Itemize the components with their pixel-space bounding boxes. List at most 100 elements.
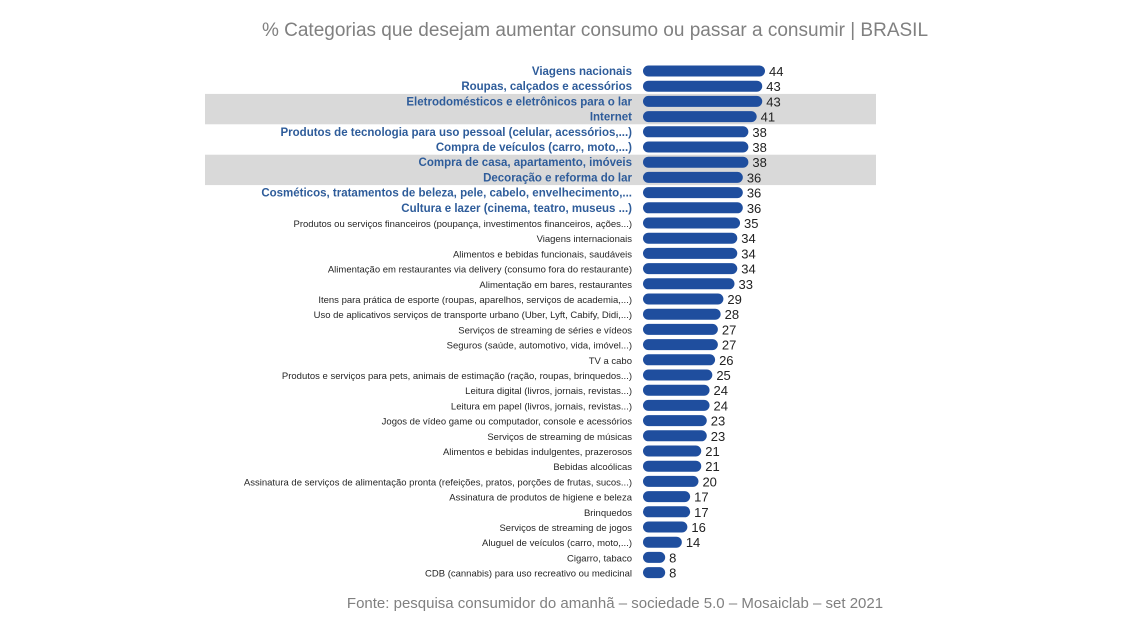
value-label: 34 [741, 231, 755, 246]
source-note: Fonte: pesquisa consumidor do amanhã – s… [346, 595, 884, 612]
category-label: Alimentos e bebidas funcionais, saudávei… [453, 249, 632, 260]
value-label: 28 [725, 307, 739, 322]
bar [643, 567, 666, 579]
bar [643, 156, 749, 168]
category-label: Compra de veículos (carro, moto,...) [436, 142, 632, 154]
category-label: Cigarro, tabaco [567, 553, 632, 564]
category-label: Leitura digital (livros, jornais, revist… [465, 386, 632, 397]
value-label: 36 [747, 170, 761, 185]
bar [643, 475, 699, 487]
bar [643, 399, 710, 411]
value-label: 44 [769, 64, 783, 79]
bar [643, 247, 738, 259]
category-label: Assinatura de serviços de alimentação pr… [244, 477, 632, 488]
bar [643, 384, 710, 396]
value-label: 17 [694, 505, 708, 520]
value-label: 36 [747, 186, 761, 201]
bar [643, 354, 716, 366]
category-label: Produtos e serviços para pets, animais d… [282, 371, 632, 382]
category-label: Alimentação em bares, restaurantes [479, 280, 632, 291]
category-label: Jogos de vídeo game ou computador, conso… [382, 417, 633, 428]
value-label: 14 [686, 535, 700, 550]
bar [643, 141, 749, 153]
bar [643, 263, 738, 275]
bar [643, 460, 702, 472]
highlight-band [205, 154, 876, 186]
bar [643, 95, 763, 107]
category-label: Bebidas alcoólicas [553, 462, 632, 473]
category-label: Seguros (saúde, automotivo, vida, imóvel… [447, 341, 632, 352]
category-label: Cultura e lazer (cinema, teatro, museus … [401, 203, 632, 215]
category-label: Serviços de streaming de músicas [487, 432, 632, 443]
category-label: Eletrodomésticos e eletrônicos para o la… [406, 96, 632, 108]
value-label: 8 [669, 566, 676, 581]
bar [643, 232, 738, 244]
bar [643, 445, 702, 457]
bar [643, 339, 718, 351]
category-label: Assinatura de produtos de higiene e bele… [449, 493, 632, 504]
bar [643, 430, 707, 442]
category-label: Leitura em papel (livros, jornais, revis… [451, 401, 632, 412]
bar [643, 65, 765, 77]
category-label: Alimentação em restaurantes via delivery… [328, 265, 632, 276]
value-label: 24 [714, 398, 728, 413]
value-label: 36 [747, 201, 761, 216]
bar [643, 308, 721, 320]
value-label: 34 [741, 262, 755, 277]
category-label: Cosméticos, tratamentos de beleza, pele,… [261, 188, 632, 200]
value-label: 33 [739, 277, 753, 292]
value-label: 35 [744, 216, 758, 231]
value-label: 21 [705, 444, 719, 459]
bar [643, 323, 718, 335]
category-label: Viagens nacionais [532, 66, 632, 78]
bar [643, 551, 666, 563]
bar [643, 369, 713, 381]
value-label: 23 [711, 414, 725, 429]
category-label: Internet [590, 112, 632, 124]
value-label: 34 [741, 246, 755, 261]
value-label: 24 [714, 383, 728, 398]
bar [643, 491, 691, 503]
value-label: 20 [702, 474, 716, 489]
bar [643, 293, 724, 305]
category-label: Serviços de streaming de jogos [499, 523, 632, 534]
category-label: Serviços de streaming de séries e vídeos [458, 325, 632, 336]
category-label: CDB (cannabis) para uso recreativo ou me… [425, 569, 632, 580]
bar [643, 187, 743, 199]
category-label: Produtos ou serviços financeiros (poupan… [294, 219, 632, 230]
value-label: 38 [752, 140, 766, 155]
category-label: Aluguel de veículos (carro, moto,...) [482, 538, 632, 549]
category-label: Itens para prática de esporte (roupas, a… [318, 295, 632, 306]
bar [643, 536, 682, 548]
value-label: 26 [719, 353, 733, 368]
value-label: 27 [722, 322, 736, 337]
value-label: 8 [669, 550, 676, 565]
category-label: Roupas, calçados e acessórios [461, 81, 632, 93]
category-label: Alimentos e bebidas indulgentes, prazero… [443, 447, 632, 458]
value-label: 38 [752, 155, 766, 170]
bar [643, 506, 691, 518]
value-label: 23 [711, 429, 725, 444]
bar [643, 217, 741, 229]
highlight-band [205, 93, 876, 125]
category-label: Viagens internacionais [537, 234, 633, 245]
value-label: 27 [722, 338, 736, 353]
value-label: 29 [727, 292, 741, 307]
bar [643, 111, 757, 123]
value-label: 43 [766, 94, 780, 109]
category-label: Produtos de tecnologia para uso pessoal … [281, 127, 633, 139]
category-label: Decoração e reforma do lar [483, 172, 632, 184]
bar [643, 415, 707, 427]
value-label: 17 [694, 490, 708, 505]
bar [643, 202, 743, 214]
bar [643, 126, 749, 138]
bar [643, 521, 688, 533]
bar [643, 80, 763, 92]
bar [643, 278, 735, 290]
value-label: 38 [752, 125, 766, 140]
category-label: Brinquedos [584, 508, 632, 519]
bar [643, 171, 743, 183]
value-label: 21 [705, 459, 719, 474]
value-label: 25 [716, 368, 730, 383]
